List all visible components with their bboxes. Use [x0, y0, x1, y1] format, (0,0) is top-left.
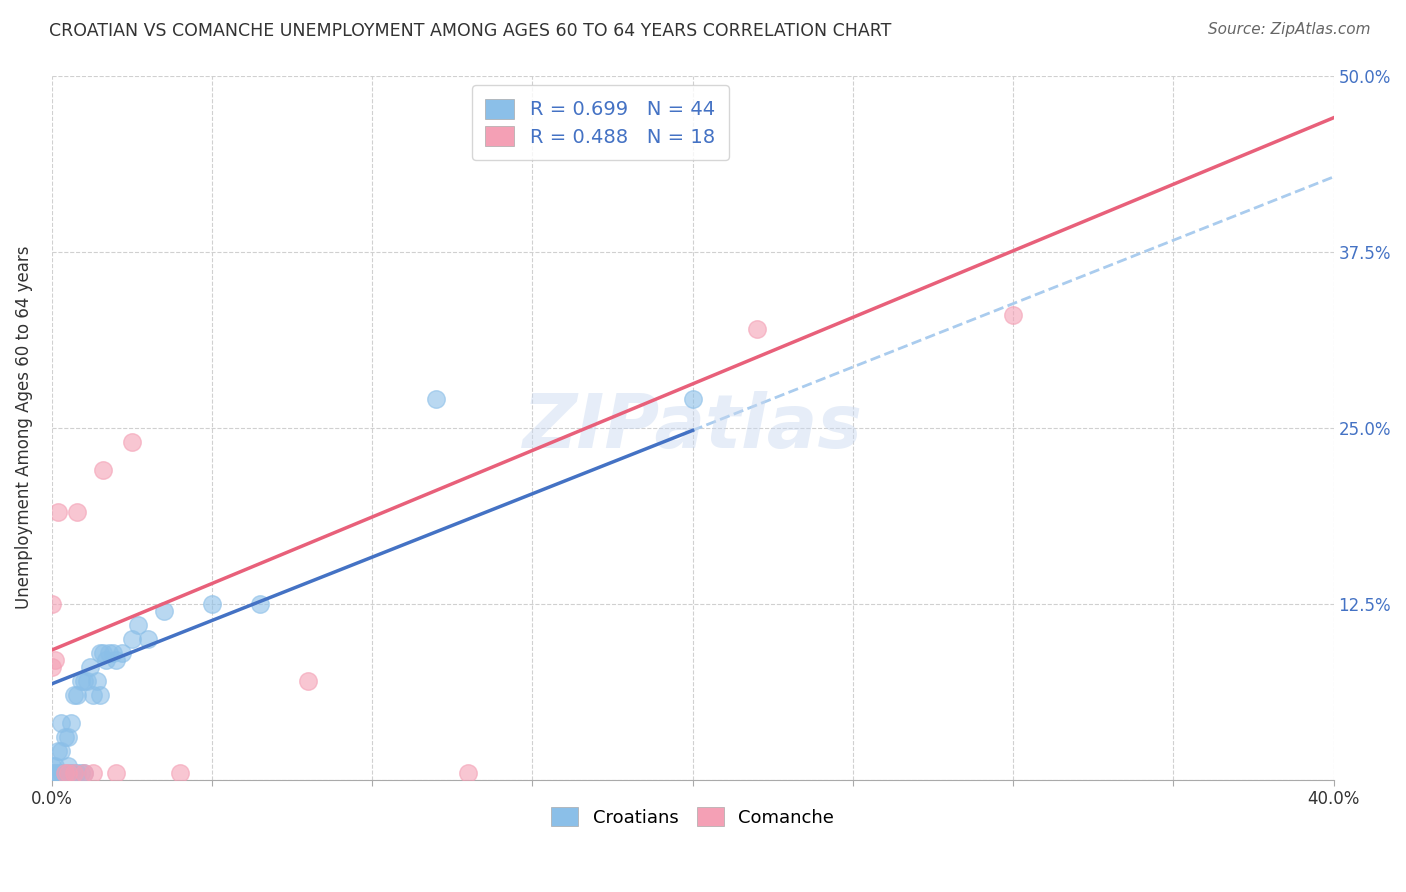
Point — [91, 463, 114, 477]
Point — [73, 765, 96, 780]
Legend: Croatians, Comanche: Croatians, Comanche — [544, 800, 841, 834]
Point — [44, 758, 66, 772]
Point — [41, 765, 63, 780]
Point — [59, 716, 82, 731]
Point — [41, 597, 63, 611]
Point — [73, 765, 96, 780]
Point — [51, 765, 73, 780]
Point — [79, 660, 101, 674]
Point — [44, 653, 66, 667]
Point — [63, 765, 86, 780]
Point — [46, 765, 69, 780]
Point — [297, 673, 319, 688]
Point — [82, 688, 104, 702]
Point — [56, 731, 79, 745]
Point — [104, 765, 127, 780]
Point — [46, 744, 69, 758]
Point — [98, 646, 121, 660]
Text: Source: ZipAtlas.com: Source: ZipAtlas.com — [1208, 22, 1371, 37]
Point — [73, 673, 96, 688]
Point — [51, 716, 73, 731]
Point — [86, 673, 108, 688]
Point — [153, 604, 176, 618]
Point — [104, 653, 127, 667]
Point — [66, 505, 89, 519]
Point — [63, 765, 86, 780]
Point — [56, 765, 79, 780]
Point — [127, 617, 149, 632]
Point — [682, 392, 704, 407]
Point — [201, 597, 224, 611]
Point — [56, 765, 79, 780]
Point — [111, 646, 134, 660]
Point — [53, 765, 76, 780]
Point — [66, 765, 89, 780]
Point — [69, 673, 91, 688]
Point — [89, 688, 111, 702]
Point — [46, 505, 69, 519]
Point — [66, 688, 89, 702]
Point — [76, 673, 98, 688]
Text: ZIPatlas: ZIPatlas — [523, 391, 863, 464]
Point — [51, 744, 73, 758]
Text: CROATIAN VS COMANCHE UNEMPLOYMENT AMONG AGES 60 TO 64 YEARS CORRELATION CHART: CROATIAN VS COMANCHE UNEMPLOYMENT AMONG … — [49, 22, 891, 40]
Point — [69, 765, 91, 780]
Point — [121, 632, 143, 646]
Point — [1002, 308, 1025, 322]
Point — [82, 765, 104, 780]
Point — [121, 434, 143, 449]
Y-axis label: Unemployment Among Ages 60 to 64 years: Unemployment Among Ages 60 to 64 years — [15, 246, 32, 609]
Point — [96, 653, 118, 667]
Point — [425, 392, 447, 407]
Point — [53, 731, 76, 745]
Point — [41, 660, 63, 674]
Point — [457, 765, 479, 780]
Point — [53, 765, 76, 780]
Point — [41, 758, 63, 772]
Point — [89, 646, 111, 660]
Point — [745, 322, 768, 336]
Point — [59, 765, 82, 780]
Point — [56, 758, 79, 772]
Point — [136, 632, 159, 646]
Point — [44, 765, 66, 780]
Point — [63, 688, 86, 702]
Point — [101, 646, 124, 660]
Point — [169, 765, 191, 780]
Point — [91, 646, 114, 660]
Point — [249, 597, 271, 611]
